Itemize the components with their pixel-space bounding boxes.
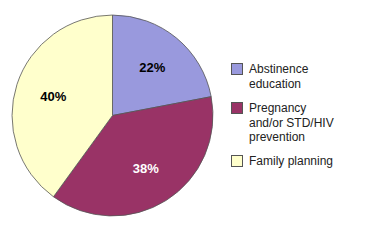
svg-text:40%: 40% bbox=[40, 89, 66, 104]
html-text:Abstinence education: Abstinence education bbox=[249, 62, 309, 91]
html-text:Family planning: Family planning bbox=[249, 154, 333, 169]
svg-text:38%: 38% bbox=[133, 161, 159, 176]
html-text:Pregnancy and/or STD/HIV preve: Pregnancy and/or STD/HIV prevention bbox=[249, 101, 334, 144]
svg-text:22%: 22% bbox=[139, 60, 165, 75]
